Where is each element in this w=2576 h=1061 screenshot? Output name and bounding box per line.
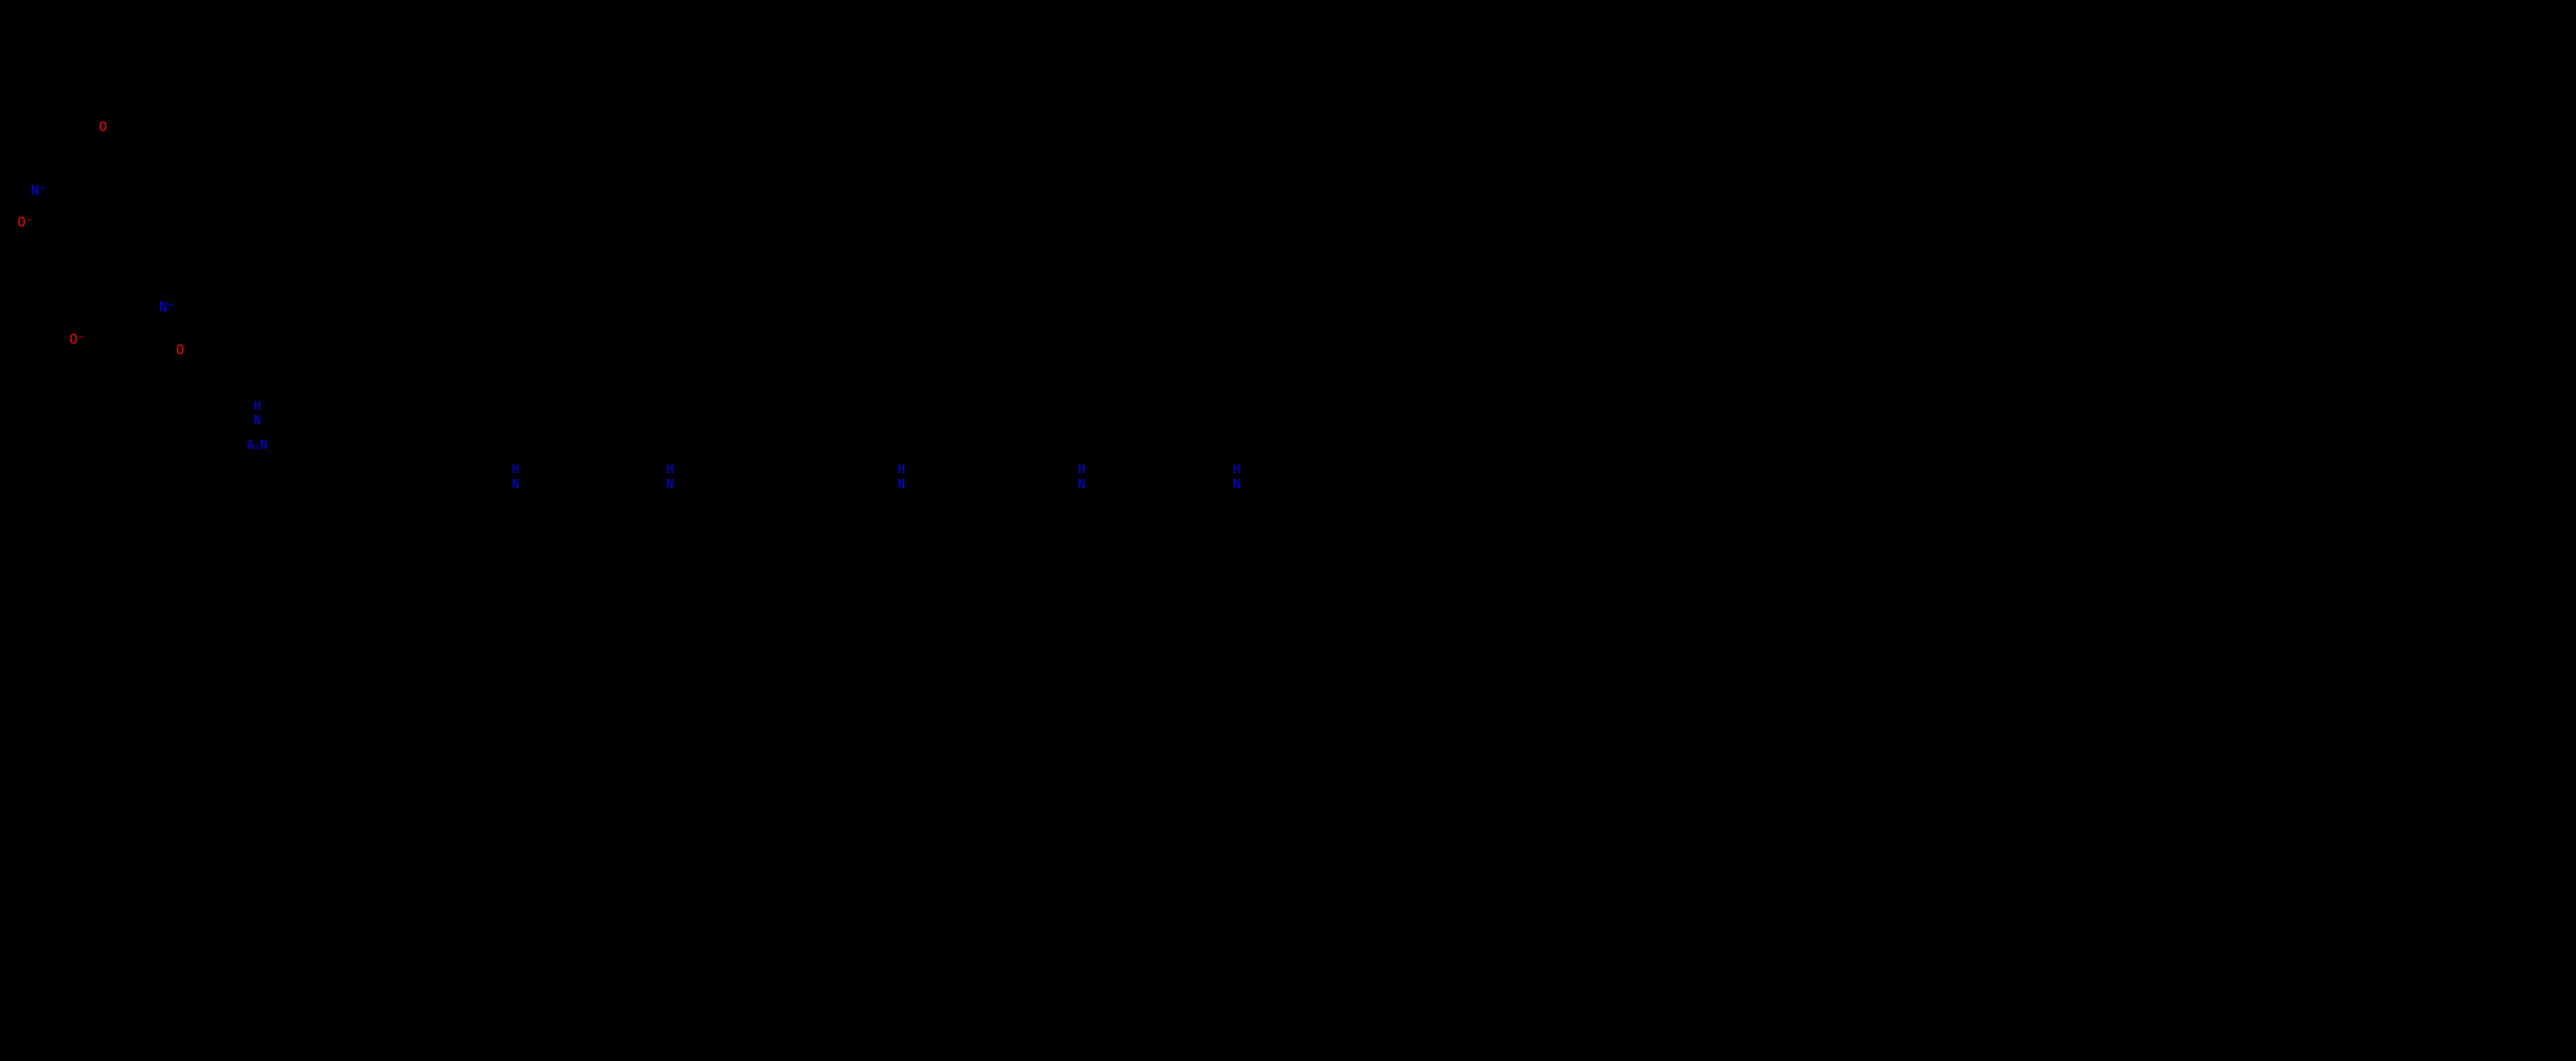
Text: H
N: H N <box>1234 464 1239 491</box>
Text: H
N: H N <box>667 464 672 491</box>
Text: O: O <box>98 121 108 134</box>
Text: H
N: H N <box>513 464 518 491</box>
Text: O⁻: O⁻ <box>18 216 33 229</box>
Text: O: O <box>175 344 185 356</box>
Text: O⁻: O⁻ <box>70 333 85 346</box>
Text: A₂N: A₂N <box>247 439 268 452</box>
Text: H
N: H N <box>899 464 904 491</box>
Text: N⁺: N⁺ <box>160 301 175 314</box>
Text: H
N: H N <box>1079 464 1084 491</box>
Text: H
N: H N <box>255 400 260 428</box>
Text: N⁺: N⁺ <box>31 185 46 197</box>
